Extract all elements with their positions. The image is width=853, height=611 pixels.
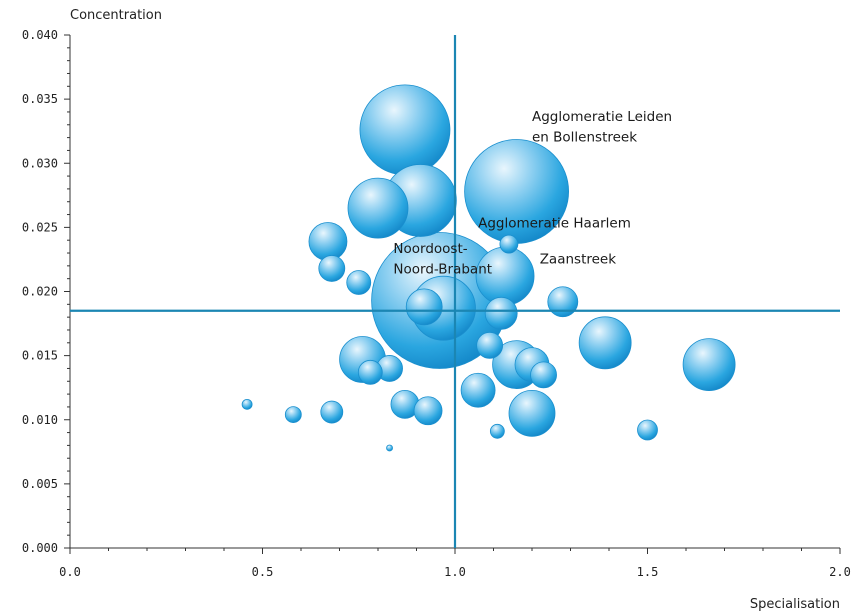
y-tick-label: 0.030: [22, 156, 58, 170]
annotation-label: Agglomeratie Haarlem: [478, 216, 631, 232]
bubble: [241, 398, 253, 410]
annotation-label: Noord-Brabant: [393, 262, 492, 278]
bubble: [318, 255, 346, 282]
x-tick-label: 2.0: [829, 565, 851, 579]
y-tick-label: 0.015: [22, 349, 58, 363]
x-tick-label: 0.0: [59, 565, 81, 579]
bubble: [637, 419, 658, 441]
y-tick-label: 0.040: [22, 28, 58, 42]
bubble: [547, 286, 579, 318]
x-tick-label: 1.5: [637, 565, 659, 579]
x-tick-label: 0.5: [252, 565, 274, 579]
y-tick-label: 0.000: [22, 541, 58, 555]
y-tick-label: 0.005: [22, 477, 58, 491]
bubble: [460, 372, 496, 408]
y-tick-label: 0.025: [22, 220, 58, 234]
tick-labels: 0.000 0.005 0.010 0.015 0.020 0.025 0.030 0.035…: [22, 28, 851, 579]
bubble: [476, 331, 504, 359]
reference-lines: [70, 35, 840, 548]
bubble: [386, 444, 393, 452]
annotation-label: en Bollenstreek: [532, 130, 637, 146]
bubble: [530, 361, 557, 389]
bubble: [413, 396, 443, 426]
y-tick-label: 0.020: [22, 285, 58, 299]
bubble: [405, 288, 443, 326]
bubble: [308, 222, 348, 261]
bubble: [484, 296, 518, 330]
bubble: [347, 177, 409, 239]
bubble: [320, 400, 344, 424]
bubble: [578, 316, 632, 370]
annotation-label: Zaanstreek: [540, 251, 617, 267]
x-axis-title: Specialisation: [750, 597, 840, 611]
annotations: Agglomeratie Leiden en Bollenstreek Agglom…: [393, 109, 672, 278]
bubble: [359, 84, 451, 176]
y-axis-title: Concentration: [70, 8, 162, 23]
bubble: [508, 389, 556, 437]
bubble: [346, 270, 372, 295]
annotation-label: Agglomeratie Leiden: [532, 109, 672, 125]
bubble: [284, 406, 302, 424]
x-tick-label: 1.0: [444, 565, 466, 579]
bubble: [499, 234, 519, 254]
y-tick-label: 0.010: [22, 413, 58, 427]
bubble: [357, 359, 383, 385]
bubbles-layer: [241, 84, 736, 452]
y-tick-label: 0.035: [22, 92, 58, 106]
bubble: [682, 338, 736, 392]
bubble: [489, 423, 505, 439]
annotation-label: Noordoost-: [393, 241, 467, 257]
